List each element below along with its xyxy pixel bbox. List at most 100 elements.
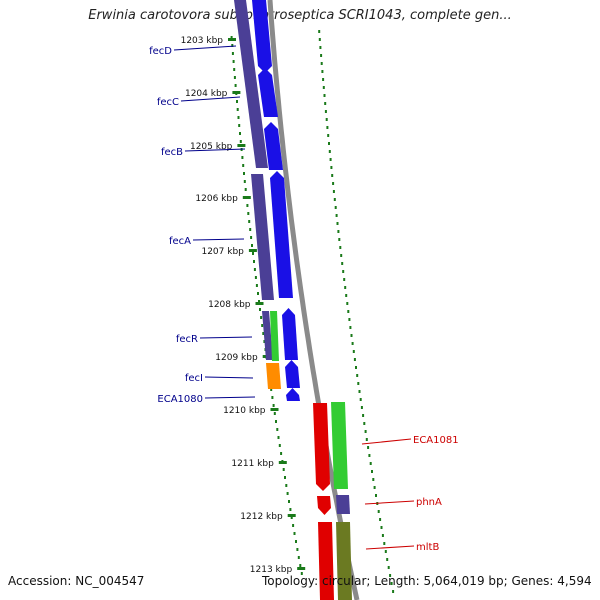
tick-dot-left	[249, 228, 252, 231]
tick-dot-left	[231, 52, 234, 55]
tick-label: 1203 kbp	[181, 36, 224, 46]
gene-arrow	[313, 403, 330, 491]
tick-dot-right	[357, 382, 360, 385]
tick-dot-left	[241, 156, 244, 159]
tick-dot-left	[290, 516, 293, 519]
tick-dot-left	[236, 108, 239, 111]
tick-dot-right	[328, 150, 331, 153]
gene-label-feci: fecI	[185, 373, 203, 384]
tick-dot-left	[280, 452, 283, 455]
tick-dot-left	[259, 308, 261, 311]
tick-dot-left	[277, 436, 280, 439]
gene-arrow	[285, 360, 300, 388]
tick-dot-right	[332, 182, 335, 185]
tick-dot-left	[234, 84, 237, 87]
tick-label: 1207 kbp	[201, 247, 244, 257]
tick-dot-left	[243, 180, 246, 183]
tick-dot-left	[252, 252, 254, 255]
gene-arrow	[286, 388, 300, 401]
gene-arrow	[270, 171, 293, 298]
tick-dot-right	[369, 462, 372, 465]
label-leader	[204, 396, 256, 399]
tick-dot-right	[322, 78, 325, 81]
tick-label: 1211 kbp	[231, 459, 274, 469]
tick-dot-right	[323, 94, 326, 97]
tick-dot-right	[367, 446, 370, 449]
tick-dot-right	[340, 254, 343, 257]
tick-dot-left	[258, 300, 260, 303]
tick-dot-left	[232, 60, 235, 63]
tick-dot-left	[273, 412, 276, 415]
tick-dot-right	[336, 222, 339, 225]
tick-dot-right	[344, 286, 347, 289]
tick-dot-right	[341, 262, 344, 265]
tick-label: 1209 kbp	[215, 353, 258, 363]
tick-dot-right	[338, 238, 341, 241]
tick-dot-left	[270, 388, 273, 391]
tick-dot-right	[326, 126, 329, 129]
tick-dot-right	[390, 582, 393, 585]
label-leader	[173, 45, 237, 51]
map-title: Erwinia carotovora subsp. atroseptica SC…	[88, 8, 512, 23]
tick-dot-right	[339, 246, 342, 249]
tick-dot-right	[325, 118, 328, 121]
gene-label-fecd: fecD	[149, 46, 172, 57]
tick-dot-left	[278, 444, 281, 447]
label-leader	[184, 148, 246, 152]
gene-bar	[266, 363, 281, 389]
tick-dot-right	[320, 62, 323, 65]
tick-dot-right	[389, 574, 392, 577]
gene-label-fecr: fecR	[176, 334, 198, 345]
tick-dot-left	[263, 340, 266, 343]
tick-dot-right	[381, 534, 384, 537]
tick-dot-left	[239, 140, 242, 143]
gene-bar	[336, 495, 350, 514]
label-leader	[204, 376, 254, 379]
tick-label: 1212 kbp	[240, 512, 283, 522]
topology-summary: Topology: circular; Length: 5,064,019 bp…	[262, 574, 592, 588]
label-leader	[199, 336, 253, 339]
tick-dot-left	[285, 484, 288, 487]
tick-dot-right	[320, 54, 323, 57]
tick-dot-right	[384, 550, 387, 553]
tick-dot-left	[239, 132, 241, 135]
tick-dot-left	[246, 204, 249, 207]
tick-dot-right	[362, 414, 365, 417]
tick-dot-right	[342, 270, 345, 273]
tick-dot-right	[345, 294, 348, 297]
label-leader	[365, 545, 415, 550]
gene-label-phna: phnA	[416, 497, 442, 508]
gene-arrow	[317, 496, 331, 515]
tick-dot-right	[318, 38, 321, 41]
tick-dot-left	[247, 212, 250, 215]
tick-dot-right	[355, 366, 357, 369]
tick-label: 1205 kbp	[190, 142, 233, 152]
tick-dot-right	[349, 326, 352, 329]
tick-dot-left	[238, 124, 241, 127]
gene-label-mltb: mltB	[416, 542, 439, 553]
tick-dot-left	[260, 316, 263, 319]
tick-dot-left	[261, 324, 264, 327]
tick-dot-right	[335, 214, 338, 217]
tick-mark	[232, 91, 241, 94]
tick-mark	[242, 196, 251, 199]
label-leader	[192, 238, 245, 241]
tick-dot-right	[371, 470, 373, 473]
tick-mark	[248, 249, 257, 252]
tick-dot-right	[348, 318, 351, 321]
tick-dot-left	[282, 468, 285, 471]
gene-arrow	[264, 122, 283, 170]
tick-dot-right	[363, 422, 366, 425]
gene-bar	[262, 311, 273, 360]
tick-dot-left	[248, 220, 251, 223]
tick-dot-left	[254, 276, 257, 279]
gene-bar	[234, 0, 268, 168]
tick-dot-left	[253, 268, 256, 271]
tick-dot-right	[350, 334, 353, 337]
tick-mark	[297, 567, 306, 570]
tick-dot-right	[392, 590, 395, 593]
tick-mark	[255, 302, 264, 305]
gene-bar	[251, 174, 274, 300]
